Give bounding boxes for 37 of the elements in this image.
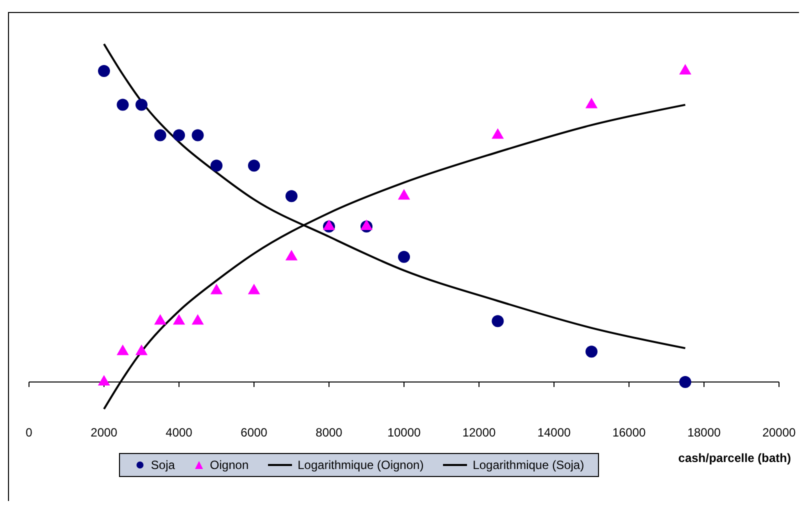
- legend-label: Logarithmique (Oignon): [296, 458, 424, 472]
- point: [398, 189, 410, 200]
- point: [248, 284, 260, 294]
- point: [116, 344, 129, 356]
- point: [98, 374, 110, 386]
- point: [192, 129, 204, 142]
- point: [192, 314, 204, 325]
- point: [492, 128, 504, 139]
- x-tick-label: 18000: [687, 426, 722, 440]
- point: [135, 344, 148, 356]
- point: [286, 190, 298, 202]
- x-tick-label: 2000: [90, 426, 118, 440]
- legend-label: Oignon: [208, 458, 249, 472]
- x-tick-label: 14000: [537, 426, 572, 440]
- x-tick-label: 8000: [316, 426, 343, 440]
- x-tick-label: 12000: [462, 426, 496, 440]
- x-tick-label: 20000: [762, 426, 796, 440]
- point: [248, 160, 260, 172]
- legend-label: Soja: [150, 458, 175, 472]
- point: [98, 64, 110, 77]
- point: [154, 314, 166, 325]
- point: [210, 284, 223, 294]
- point: [285, 250, 298, 260]
- point: [398, 250, 410, 263]
- x-tick-label: 16000: [612, 426, 646, 440]
- x-tick-label: 4000: [166, 426, 193, 440]
- x-tick-label: 6000: [240, 426, 268, 440]
- point: [116, 98, 129, 111]
- point: [210, 160, 222, 172]
- x-axis-title: cash/parcelle (bath): [678, 451, 791, 465]
- x-tick-label: 10000: [387, 426, 422, 440]
- point: [154, 129, 166, 142]
- point: [173, 129, 185, 142]
- legend-label: Logarithmique (Soja): [472, 458, 584, 472]
- x-tick-label: 0: [26, 426, 33, 440]
- point: [172, 314, 186, 325]
- point: [136, 98, 148, 111]
